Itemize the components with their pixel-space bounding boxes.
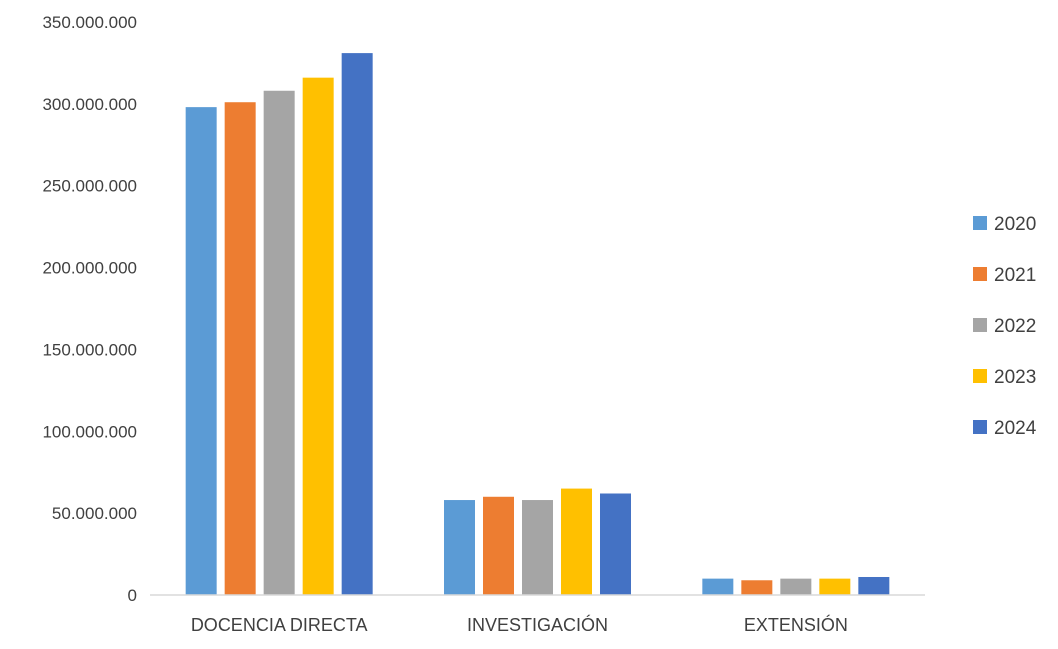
bar-2023: [819, 578, 851, 595]
bar-2024: [858, 576, 890, 595]
x-category-label: DOCENCIA DIRECTA: [191, 615, 368, 635]
bar-2023: [302, 77, 334, 596]
bar-2020: [185, 107, 217, 595]
x-category-label: INVESTIGACIÓN: [467, 614, 608, 635]
y-tick-label: 350.000.000: [42, 13, 137, 32]
legend-item: 2021: [973, 265, 1036, 286]
legend: 2020 2021 2022 2023 2024: [973, 214, 1037, 439]
legend-swatch: [973, 216, 987, 230]
legend-label: 2022: [994, 316, 1036, 337]
bars: [185, 53, 890, 596]
x-category-label: EXTENSIÓN: [744, 614, 848, 635]
bar-2022: [522, 500, 553, 595]
bar-2021: [741, 580, 773, 595]
legend-item: 2024: [973, 418, 1037, 439]
bar-2022: [780, 578, 812, 595]
x-axis: DOCENCIA DIRECTA INVESTIGACIÓN EXTENSIÓN: [191, 614, 848, 635]
bar-2021: [483, 496, 514, 595]
bar-2020: [702, 578, 734, 595]
legend-label: 2023: [994, 367, 1036, 388]
y-tick-label: 100.000.000: [42, 422, 137, 441]
bar-2020: [444, 500, 475, 595]
legend-item: 2020: [973, 214, 1036, 235]
legend-label: 2021: [994, 265, 1036, 286]
bar-2022: [263, 90, 295, 595]
legend-swatch: [973, 420, 987, 434]
bar-2021: [224, 102, 256, 595]
bar-2024: [600, 493, 631, 595]
bar-2024: [341, 53, 373, 595]
legend-item: 2023: [973, 367, 1036, 388]
legend-label: 2020: [994, 214, 1036, 235]
y-tick-label: 250.000.000: [42, 177, 137, 196]
y-tick-label: 200.000.000: [42, 259, 137, 278]
y-axis: 0 50.000.000 100.000.000 150.000.000 200.000…: [42, 13, 137, 605]
legend-label: 2024: [994, 418, 1037, 439]
y-tick-label: 50.000.000: [52, 504, 137, 523]
legend-item: 2022: [973, 316, 1036, 337]
y-tick-label: 0: [128, 586, 137, 605]
legend-swatch: [973, 267, 987, 281]
bar-2023: [561, 488, 592, 595]
y-tick-label: 150.000.000: [42, 340, 137, 359]
legend-swatch: [973, 369, 987, 383]
y-tick-label: 300.000.000: [42, 95, 137, 114]
legend-swatch: [973, 318, 987, 332]
